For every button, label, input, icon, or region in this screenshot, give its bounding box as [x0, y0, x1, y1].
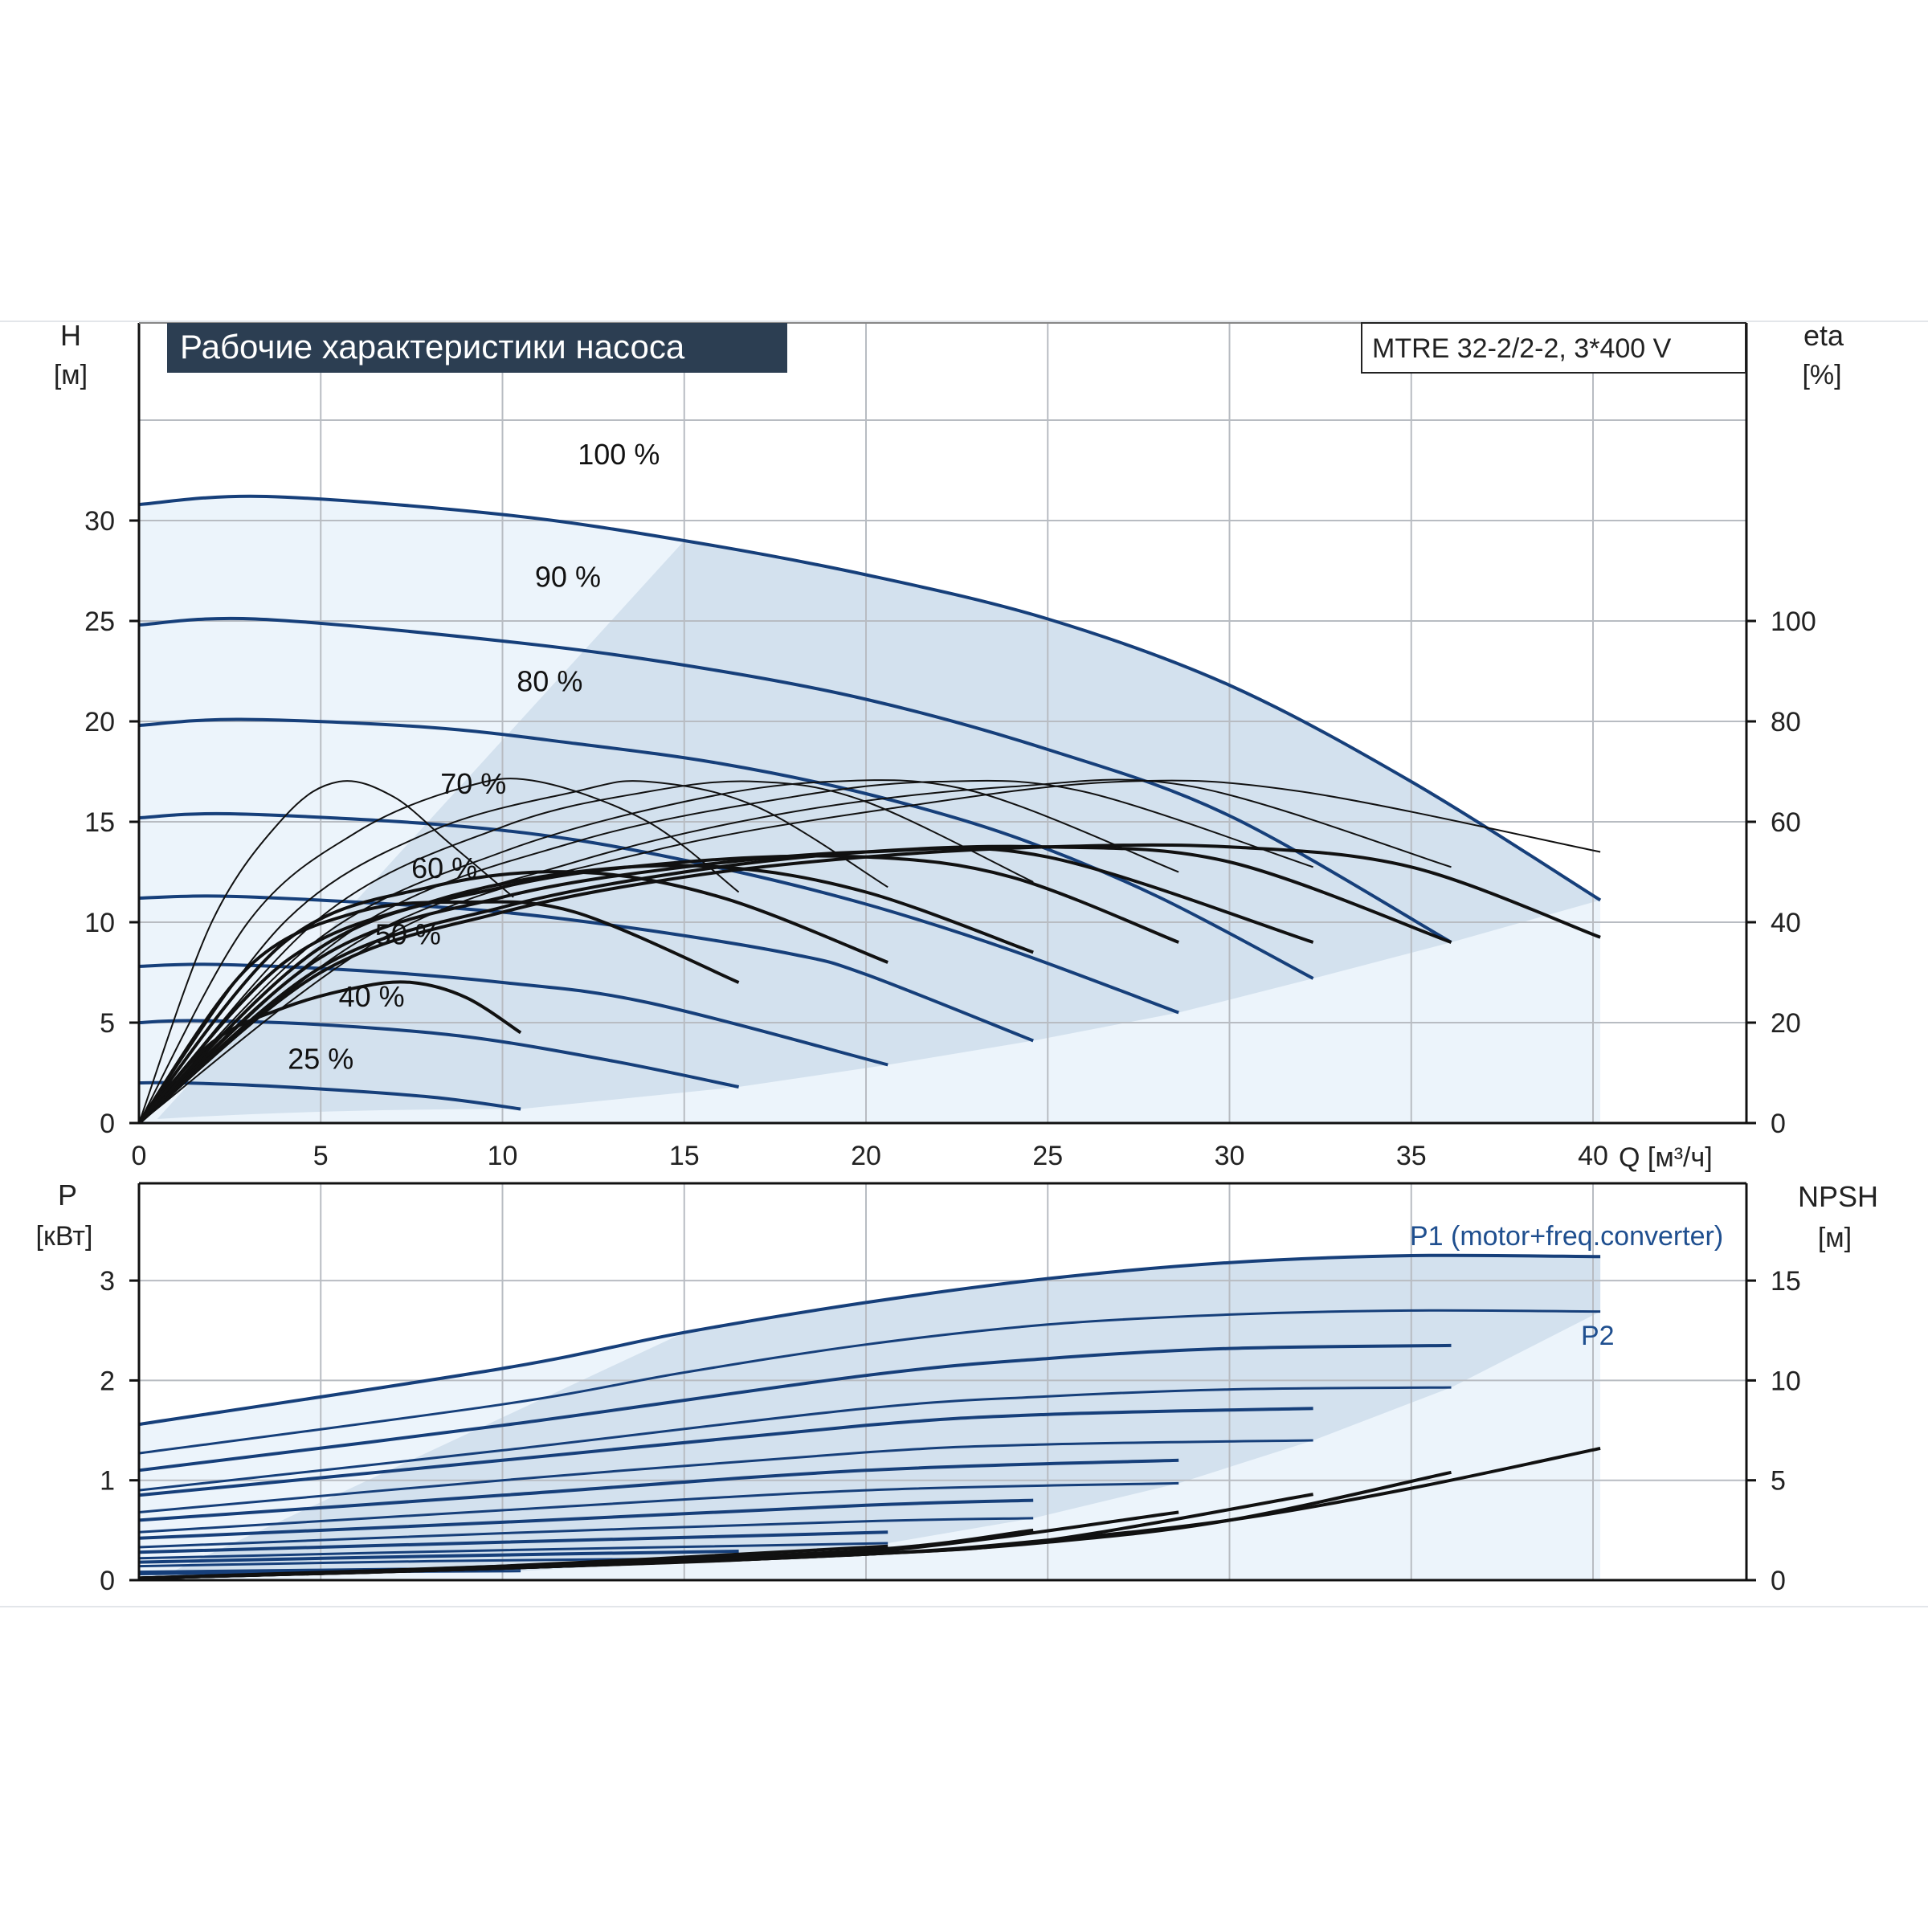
y-right-title-npsh: NPSH: [1798, 1180, 1878, 1213]
head-curve-70: [138, 811, 1179, 1015]
efficiency-thin-curve-6: [138, 778, 1452, 1124]
p1-curve-100: [138, 1253, 1601, 1427]
p1-curves: [138, 1253, 1601, 1575]
efficiency-thin-curve-0: [138, 780, 514, 1124]
p1-curve-60: [138, 1498, 1034, 1540]
y-right-tick-label: 60: [1771, 807, 1801, 838]
p2-curve-100: [138, 1309, 1601, 1455]
p1-curve-40: [138, 1550, 739, 1564]
y-right-unit-npsh: [м]: [1818, 1223, 1852, 1253]
p1-series-label: P1 (motor+freq.converter): [1410, 1221, 1723, 1252]
y-right-tick-label: 40: [1771, 908, 1801, 938]
bottom-y-left-tick-label: 0: [100, 1566, 115, 1596]
npsh-curves: [138, 1446, 1601, 1580]
p2-curve-50: [138, 1542, 888, 1560]
p2-curve-80: [138, 1439, 1313, 1513]
bottom-y-right-tick-label: 10: [1771, 1366, 1801, 1396]
p2-curve-90: [138, 1386, 1452, 1492]
efficiency-curve-70: [137, 854, 1179, 1125]
efficiency-curve-40: [137, 900, 740, 1125]
y-left-tick-label: 30: [84, 506, 115, 537]
npsh-curve-40: [138, 1556, 739, 1580]
efficiency-thin-curve-4: [138, 779, 1179, 1124]
y-left-unit-h: [м]: [54, 360, 88, 390]
y-left-title-p: P: [58, 1178, 77, 1211]
head-curves: [138, 494, 1602, 1111]
speed-labels: 100 % 90 % 80 % 70 % 60 % 50 % 40 % 25 %: [288, 438, 660, 1076]
p2-curve-60: [138, 1517, 1034, 1549]
bottom-axes: [137, 1182, 1748, 1582]
y-right-unit-eta: [%]: [1802, 360, 1841, 390]
efficiency-thin-curve-2: [138, 780, 888, 1124]
y-left-title-h: H: [60, 319, 81, 352]
y-left-tick-label: 5: [100, 1008, 115, 1039]
p2-series-label: P2: [1581, 1321, 1615, 1351]
bottom-y-left-tick-label: 1: [100, 1466, 115, 1497]
head-curve-40: [138, 1019, 740, 1089]
efficiency-curve-50: [137, 870, 888, 1125]
speed-label: 60 %: [411, 852, 477, 884]
x-tick-label: 5: [313, 1141, 329, 1171]
speed-label: 80 %: [517, 665, 582, 698]
speed-label: 50 %: [375, 918, 441, 951]
speed-label: 25 %: [288, 1043, 353, 1076]
bottom-y-right-tick-label: 0: [1771, 1566, 1786, 1596]
y-right-tick-label: 20: [1771, 1008, 1801, 1039]
bottom-y-left-tick-label: 3: [100, 1266, 115, 1297]
y-left-tick-label: 10: [84, 908, 115, 938]
x-tick-label: 35: [1396, 1141, 1427, 1171]
head-curve-90: [138, 616, 1452, 944]
x-tick-label: 40: [1578, 1141, 1608, 1171]
y-right-tick-label: 80: [1771, 707, 1801, 737]
bottom-y-right-tick-label: 5: [1771, 1466, 1786, 1497]
x-tick-label: 15: [669, 1141, 700, 1171]
y-right-tick-label: 100: [1771, 607, 1816, 637]
p1-curve-80: [138, 1407, 1313, 1497]
efficiency-thin-curve-3: [138, 780, 1034, 1124]
x-tick-label: 0: [132, 1141, 147, 1171]
y-left-unit-p: [кВт]: [36, 1221, 93, 1252]
operating-envelope: [157, 541, 1601, 1119]
bottom-y-right-tick-label: 15: [1771, 1266, 1801, 1297]
speed-label: 100 %: [578, 438, 660, 471]
bottom-tick-labels: 0 1 2 3 0 5 10 15: [100, 1266, 1801, 1596]
y-left-tick-label: 20: [84, 707, 115, 737]
top-tick-labels: 0 5 10 15 20 25 30 35 40 0 5 10 15 20 25 30 0 20 40 60 80 100: [84, 506, 1816, 1171]
p1-curve-70: [138, 1458, 1179, 1522]
x-tick-label: 25: [1032, 1141, 1063, 1171]
p1-curve-90: [138, 1343, 1452, 1472]
head-curve-60: [138, 894, 1034, 1043]
y-left-tick-label: 0: [100, 1109, 115, 1139]
head-curve-100: [138, 494, 1602, 902]
efficiency-curve-90: [137, 844, 1452, 1125]
chart-title: Рабочие характеристики насоса: [180, 328, 685, 366]
x-tick-label: 10: [488, 1141, 518, 1171]
speed-label: 70 %: [440, 767, 506, 800]
bottom-y-left-tick-label: 2: [100, 1366, 115, 1396]
efficiency-thin-curve-5: [138, 779, 1313, 1124]
efficiency-curve-25: [137, 980, 522, 1125]
x-tick-label: 20: [851, 1141, 881, 1171]
y-right-title-eta: eta: [1803, 319, 1844, 352]
top-envelope: [139, 496, 1601, 1123]
speed-label: 40 %: [339, 980, 405, 1013]
head-curve-50: [138, 962, 888, 1067]
y-right-tick-label: 0: [1771, 1109, 1786, 1139]
head-curve-80: [138, 717, 1314, 980]
x-tick-label: 30: [1215, 1141, 1245, 1171]
efficiency-thin-curve-1: [138, 778, 740, 1124]
p2-curves: [138, 1309, 1601, 1575]
y-left-tick-label: 25: [84, 607, 115, 637]
p2-curve-70: [138, 1481, 1179, 1534]
model-box: MTRE 32-2/2-2, 3*400 V: [1361, 322, 1746, 374]
x-axis-title: Q [м³/ч]: [1619, 1142, 1713, 1173]
y-left-tick-label: 15: [84, 807, 115, 838]
speed-label: 90 %: [535, 561, 601, 594]
efficiency-curves: [137, 778, 1601, 1125]
title-box: Рабочие характеристики насоса: [167, 323, 787, 373]
model-label: MTRE 32-2/2-2, 3*400 V: [1372, 333, 1672, 364]
p1-curve-50: [138, 1530, 888, 1554]
